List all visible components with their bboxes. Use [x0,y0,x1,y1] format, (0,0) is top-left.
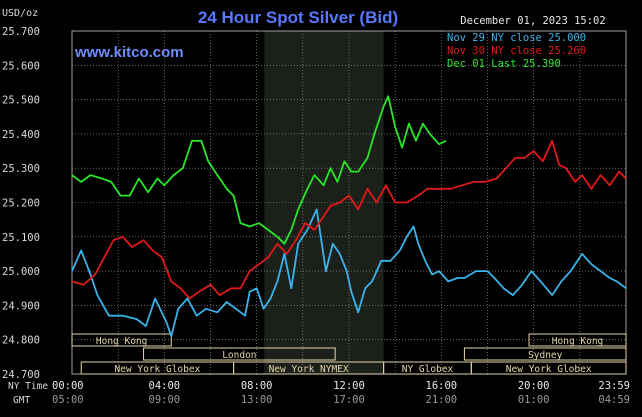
market-session-label: New York Globex [115,364,201,375]
gmt-time-tick: 21:00 [426,394,458,406]
market-session-box [71,333,172,347]
market-session-box [463,347,627,361]
ny-time-tick: 23:59 [598,380,630,392]
y-tick-label: 24.700 [2,369,40,381]
chart-title: 24 Hour Spot Silver (Bid) [198,8,398,27]
series-line-2 [71,139,627,300]
ny-time-tick: 08:00 [241,380,273,392]
y-tick-label: 24.800 [2,335,40,347]
series-line-1 [71,208,627,338]
y-axis-unit-label: USD/oz [2,8,38,19]
market-session-box [470,361,627,375]
market-session-label: Hong Kong [552,336,603,347]
ny-time-row-label: NY Time [8,381,48,392]
gmt-time-tick: 09:00 [149,394,181,406]
ny-time-tick: 04:00 [149,380,181,392]
legend-entry-3: Dec 01 Last 25.390 [447,58,561,70]
y-tick-label: 25.400 [2,129,40,141]
market-session-label: NY Globex [402,364,454,375]
market-session-label: New York NYMEX [269,364,349,375]
legend-entry-2: Nov 30 NY close 25.260 [447,45,586,57]
legend-entry-1: Nov 29 NY close 25.000 [447,32,586,44]
kitco-brand-link[interactable]: www.kitco.com [74,44,184,61]
ny-time-tick: 12:00 [333,380,365,392]
chart-timestamp: December 01, 2023 15:02 [460,15,605,27]
market-session-box [143,347,336,361]
gmt-time-tick: 13:00 [241,394,273,406]
gmt-time-tick: 05:00 [52,394,84,406]
y-tick-label: 25.100 [2,232,40,244]
y-tick-label: 25.700 [2,26,40,38]
ny-time-tick: 20:00 [518,380,550,392]
market-session-label: London [222,350,256,361]
ny-time-tick: 00:00 [52,380,84,392]
market-session-label: Sydney [528,350,563,361]
gmt-row-label: GMT [13,395,30,406]
y-tick-label: 25.300 [2,163,40,175]
market-session-label: New York Globex [506,364,592,375]
market-session-box [528,333,627,347]
y-tick-label: 25.000 [2,266,40,278]
y-tick-label: 25.200 [2,198,40,210]
gmt-time-tick: 04:59 [598,394,630,406]
series-line-3 [71,95,447,245]
market-session-label: Hong Kong [96,336,147,347]
ny-time-tick: 16:00 [426,380,458,392]
y-tick-label: 25.500 [2,95,40,107]
gmt-time-tick: 17:00 [333,394,365,406]
y-tick-label: 25.600 [2,60,40,72]
y-tick-label: 24.900 [2,300,40,312]
gmt-time-tick: 01:00 [518,394,550,406]
